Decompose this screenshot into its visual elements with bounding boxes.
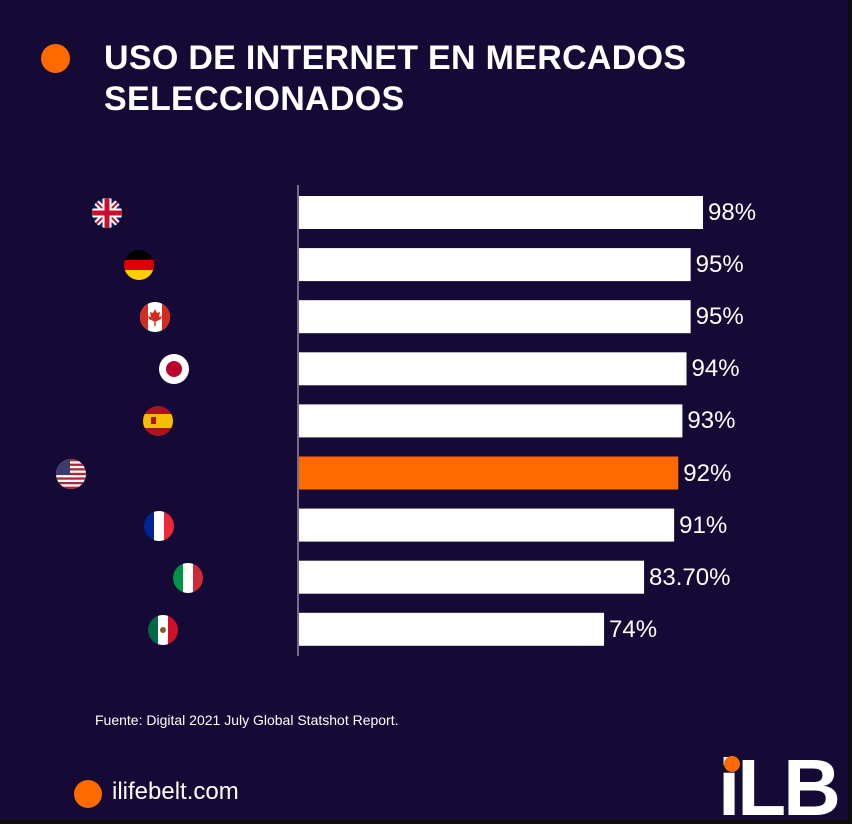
value-label: 93% — [687, 407, 736, 435]
bar-3 — [299, 352, 687, 386]
bar-6 — [299, 508, 675, 542]
value-label: 95% — [695, 303, 744, 331]
logo-dot-icon — [724, 756, 740, 772]
germany-flag-icon — [123, 250, 154, 281]
chart-title: USO DE INTERNET EN MERCADOS SELECCIONADO… — [104, 39, 687, 118]
bar-2 — [299, 300, 691, 334]
canada-flag-icon — [139, 302, 170, 333]
spain-flag-icon — [142, 406, 173, 437]
france-flag-icon — [143, 510, 174, 541]
value-label: 98% — [708, 199, 757, 226]
bar-1 — [299, 248, 691, 282]
italy-flag-icon — [173, 562, 204, 593]
source-note: Fuente: Digital 2021 July Global Statsho… — [95, 712, 399, 728]
value-label: 91% — [679, 511, 728, 539]
japan-flag-icon — [158, 354, 189, 385]
website-bullet-icon — [74, 780, 102, 808]
mexico-flag-icon — [147, 614, 178, 645]
value-label: 74% — [609, 615, 658, 643]
bar-4 — [299, 404, 683, 438]
value-label: 83.70% — [649, 563, 731, 591]
website-link[interactable]: ilifebelt.com — [112, 778, 239, 805]
value-label: 94% — [691, 355, 740, 383]
value-label: 95% — [695, 251, 744, 279]
bar-5 — [299, 456, 679, 490]
value-label: 92% — [683, 459, 732, 487]
usa-flag-icon — [55, 458, 86, 489]
title-bullet-icon — [41, 44, 70, 73]
uk-flag-icon — [91, 198, 122, 228]
bar-8 — [299, 612, 605, 646]
bar-0 — [299, 196, 703, 229]
bar-7 — [299, 560, 645, 594]
bars-svg — [297, 185, 703, 656]
